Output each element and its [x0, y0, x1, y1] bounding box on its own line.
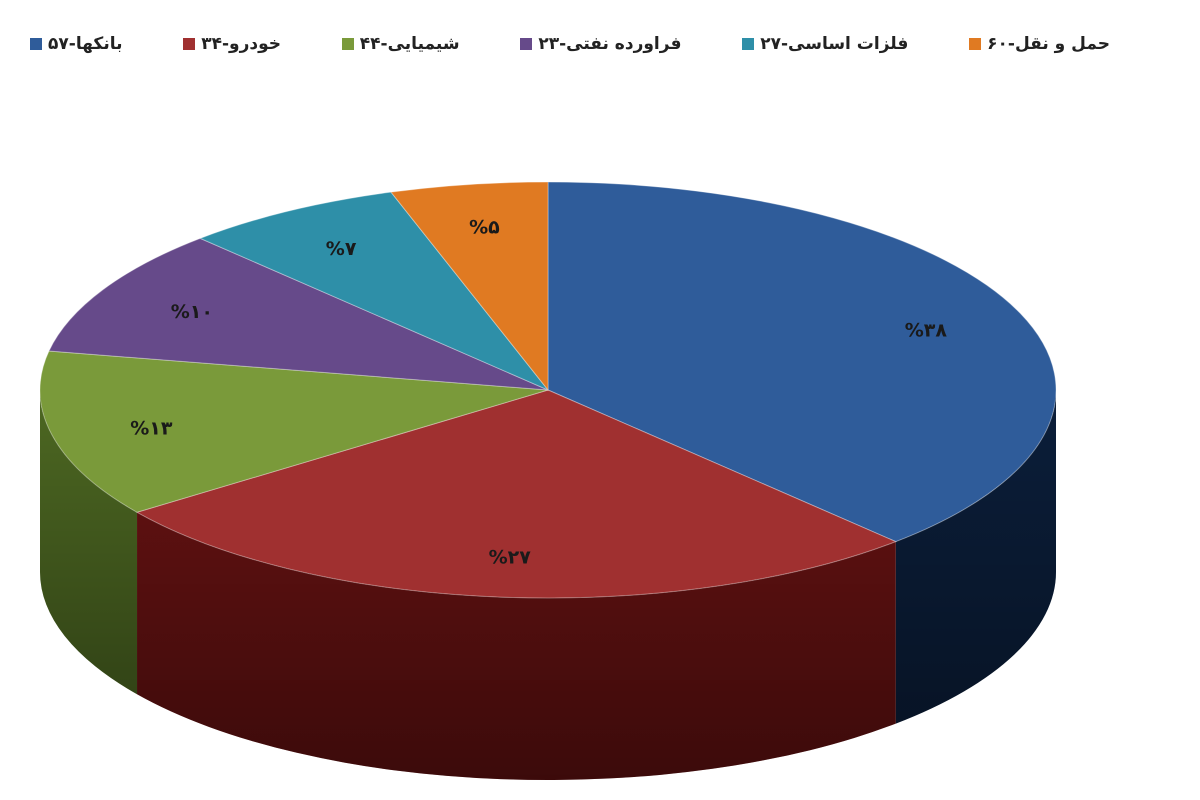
- pie-slice-1: [135, 389, 898, 599]
- slice-label-0: %۳۸: [905, 320, 948, 342]
- legend-swatch: [969, 38, 982, 50]
- pie-sides: [39, 390, 1056, 781]
- legend-swatch: [341, 38, 354, 50]
- pie-slice-4: [198, 191, 549, 391]
- legend-label: بانکها-۵۷: [48, 34, 123, 54]
- pie-side-shade-1: [137, 512, 896, 781]
- pie-side-shade-0: [895, 390, 1056, 724]
- pie-tops: [39, 181, 1057, 599]
- slice-label-5: %۵: [469, 217, 500, 239]
- pie-slice-2: [39, 350, 549, 513]
- legend-label: فراورده نفتی-۲۳: [538, 34, 682, 54]
- legend-label: شیمیایی-۴۴: [359, 34, 460, 54]
- legend-swatch: [183, 38, 196, 50]
- legend-item-basic-metals: فلزات اساسی-۲۷: [742, 34, 908, 54]
- legend-swatch: [520, 38, 533, 50]
- slice-label-4: %۷: [326, 238, 357, 260]
- legend-item-oil-products: فراورده نفتی-۲۳: [520, 34, 681, 54]
- legend-item-chemicals: شیمیایی-۴۴: [341, 34, 460, 54]
- legend-item-banks: بانکها-۵۷: [30, 34, 122, 54]
- pie-side-shade-2: [39, 390, 138, 695]
- slice-label-1: %۲۷: [489, 547, 532, 569]
- slice-label-2: %۱۳: [130, 417, 173, 439]
- legend-item-transportation: حمل و نقل-۶۰: [969, 34, 1110, 54]
- legend: بانکها-۵۷ خودرو-۳۴ شیمیایی-۴۴ فراورده نف…: [30, 34, 1110, 54]
- pie-slice-5: [390, 181, 549, 392]
- pie-slice-0: [547, 181, 1057, 543]
- slice-label-3: %۱۰: [171, 301, 213, 323]
- legend-label: خودرو-۳۴: [201, 34, 282, 54]
- pie-labels: %۳۸ %۲۷ %۱۳ %۱۰ %۷ %۵: [130, 217, 947, 569]
- legend-swatch: [30, 38, 42, 50]
- pie-slice-3: [48, 237, 549, 391]
- legend-label: فلزات اساسی-۲۷: [760, 34, 909, 54]
- legend-label: حمل و نقل-۶۰: [987, 34, 1110, 54]
- legend-item-automotive: خودرو-۳۴: [183, 34, 281, 54]
- legend-swatch: [742, 38, 755, 50]
